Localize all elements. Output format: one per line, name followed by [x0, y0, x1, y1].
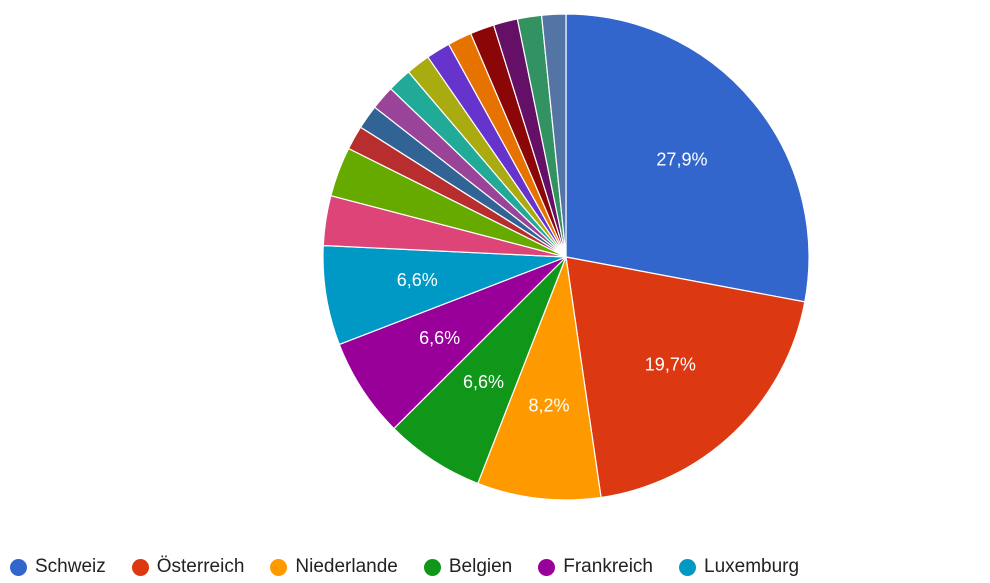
legend-item-schweiz[interactable]: Schweiz — [10, 556, 106, 578]
slice-data-label: 6,6% — [463, 372, 504, 392]
legend: Schweiz Österreich Niederlande Belgien F… — [10, 556, 825, 578]
legend-item-niederlande[interactable]: Niederlande — [270, 556, 398, 578]
legend-label: Schweiz — [35, 556, 106, 577]
legend-swatch — [423, 558, 441, 576]
legend-swatch — [538, 558, 556, 576]
pie-slices — [322, 13, 810, 501]
slice-data-label: 6,6% — [419, 328, 460, 348]
pie-slice-segment-18[interactable] — [540, 13, 567, 258]
legend-swatch — [679, 558, 696, 576]
slice-data-label: 27,9% — [656, 150, 707, 170]
legend-item-belgien[interactable]: Belgien — [423, 556, 513, 578]
slice-data-label: 6,6% — [397, 270, 438, 290]
pie-slice-niederlande[interactable] — [477, 254, 602, 501]
slice-data-label: 8,2% — [528, 395, 569, 415]
legend-label: Frankreich — [563, 556, 653, 577]
legend-label: Österreich — [156, 556, 245, 577]
legend-label: Luxemburg — [704, 556, 800, 577]
slice-data-label: 19,7% — [645, 354, 696, 374]
pie-slice-österreich[interactable] — [565, 256, 806, 499]
legend-item-frankreich[interactable]: Frankreich — [538, 556, 653, 578]
legend-swatch — [131, 558, 149, 576]
legend-item-oesterreich[interactable]: Österreich — [131, 556, 245, 578]
legend-item-luxemburg[interactable]: Luxemburg — [679, 556, 799, 578]
legend-label: Belgien — [448, 556, 513, 577]
legend-swatch — [270, 558, 288, 576]
pie-slice-labels: 27,9% 19,7% 8,2% 6,6% 6,6% 6,6% — [397, 150, 708, 416]
pie-slice-schweiz[interactable] — [565, 13, 810, 303]
legend-swatch — [10, 558, 27, 576]
legend-label: Niederlande — [295, 556, 398, 577]
